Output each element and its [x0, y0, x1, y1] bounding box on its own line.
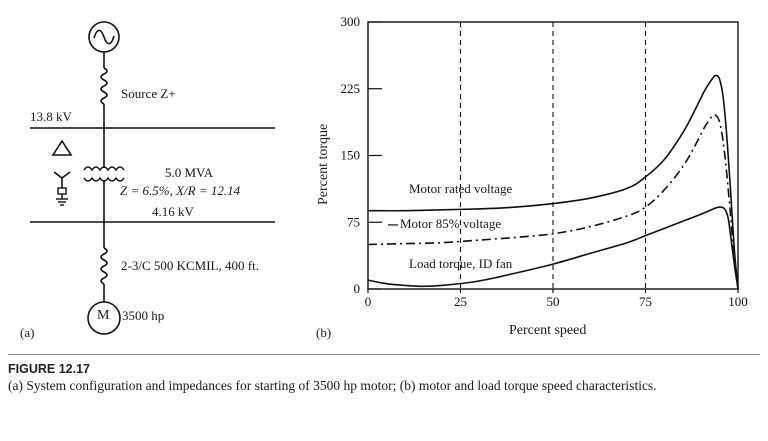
x-tick-label: 0 — [365, 294, 372, 309]
series-motor-85-voltage — [367, 114, 739, 290]
panel-b-label: (b) — [316, 325, 332, 340]
motor-rating-label: 3500 hp — [122, 308, 165, 323]
cable-label: 2-3/C 500 KCMIL, 400 ft. — [121, 258, 259, 273]
x-tick-label: 75 — [639, 294, 652, 309]
series-load-torque — [367, 206, 739, 290]
annotation-85-voltage: Motor 85% voltage — [400, 216, 502, 231]
bus-high-voltage-label: 13.8 kV — [30, 109, 72, 124]
source-impedance-label: Source Z+ — [121, 86, 176, 101]
figure-caption: (a) System configuration and impedances … — [8, 378, 657, 393]
caption-divider — [8, 354, 760, 355]
y-tick-label: 75 — [347, 214, 360, 229]
y-tick-label: 0 — [354, 281, 361, 296]
motor-symbol: M — [97, 308, 110, 323]
figure-title: FIGURE 12.17 — [8, 362, 90, 376]
y-tick-label: 225 — [341, 81, 361, 96]
inductor-icon — [100, 247, 108, 285]
panel-a-label: (a) — [20, 325, 35, 340]
x-tick-label: 25 — [454, 294, 467, 309]
x-tick-label: 100 — [728, 294, 748, 309]
bus-low-voltage-label: 4.16 kV — [152, 204, 194, 219]
transformer-impedance-label: Z = 6.5%, X/R = 12.14 — [120, 183, 241, 198]
x-tick-label: 50 — [547, 294, 560, 309]
series-motor-rated-voltage — [367, 74, 739, 290]
transformer-rating-label: 5.0 MVA — [165, 165, 214, 180]
annotation-load-torque: Load torque, ID fan — [409, 256, 513, 271]
annotation-rated-voltage: Motor rated voltage — [409, 181, 513, 196]
y-tick-label: 300 — [341, 14, 361, 29]
delta-winding-icon — [51, 139, 73, 156]
wye-grounded-icon — [53, 171, 71, 206]
y-tick-label: 150 — [341, 148, 361, 163]
inductor-icon — [100, 67, 108, 105]
motor-icon — [87, 301, 121, 335]
x-axis-label: Percent speed — [509, 323, 587, 338]
one-line-diagram — [30, 21, 275, 335]
torque-speed-chart: 0 25 50 75 100 0 75 150 225 300 — [341, 14, 748, 309]
y-axis-label: Percent torque — [316, 123, 331, 205]
